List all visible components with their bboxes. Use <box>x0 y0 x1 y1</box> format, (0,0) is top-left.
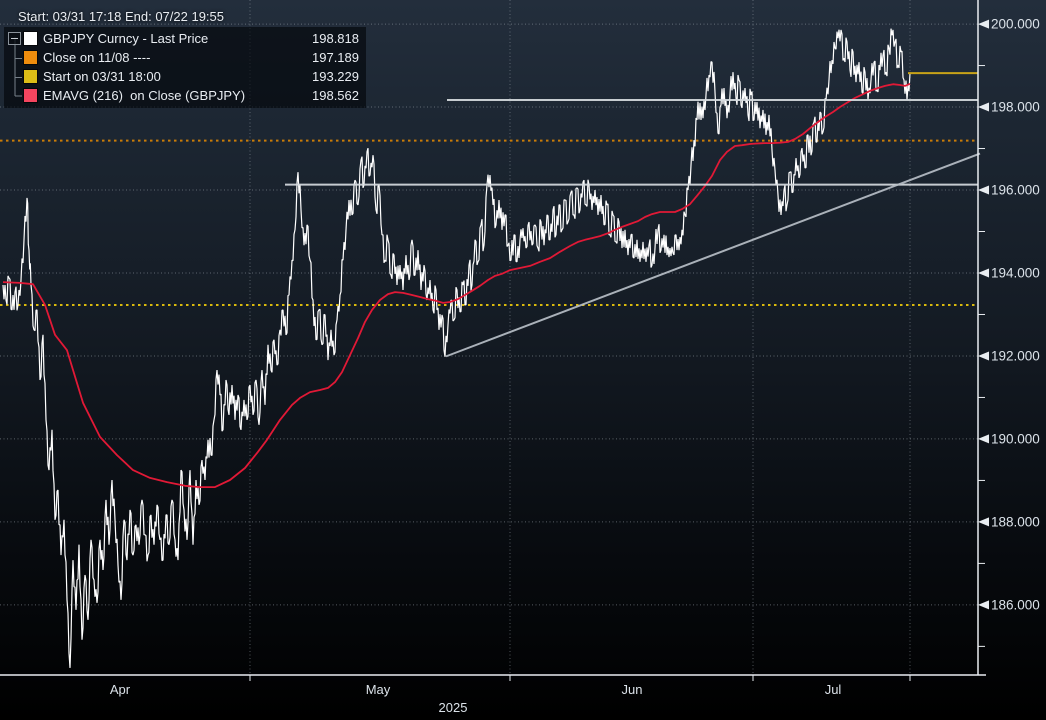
y-tick-arrow-icon <box>978 185 989 195</box>
y-axis-label: 194.000 <box>991 265 1040 280</box>
y-tick-arrow-icon <box>978 600 989 610</box>
y-axis-label: 192.000 <box>991 348 1040 363</box>
y-axis-label: 186.000 <box>991 597 1040 612</box>
y-tick-arrow-icon <box>978 102 989 112</box>
legend-value: 198.818 <box>312 31 359 46</box>
legend-item-emavg[interactable]: EMAVG (216) on Close (GBPJPY) 198.562 <box>4 86 366 105</box>
x-axis-month-label: Apr <box>110 682 131 697</box>
x-axis-month-label: Jun <box>622 682 643 697</box>
y-tick-arrow-icon <box>978 434 989 444</box>
series-emavg-line <box>2 82 911 488</box>
chart-legend: Start: 03/31 17:18 End: 07/22 19:55 GBPJ… <box>4 7 366 108</box>
y-axis-label: 198.000 <box>991 100 1040 115</box>
y-tick-arrow-icon <box>978 517 989 527</box>
rising-trendline-line <box>445 152 981 358</box>
legend-item-close-on-1108[interactable]: Close on 11/08 ---- 197.189 <box>4 48 366 67</box>
collapse-tree-icon[interactable] <box>8 32 21 45</box>
y-axis-label: 188.000 <box>991 514 1040 529</box>
legend-label: Start on 03/31 18:00 <box>43 69 161 84</box>
x-axis-month-label: Jul <box>825 682 842 697</box>
legend-label: Close on 11/08 ---- <box>43 50 151 65</box>
x-axis-year-label: 2025 <box>439 700 468 715</box>
chart-date-range: Start: 03/31 17:18 End: 07/22 19:55 <box>18 8 224 24</box>
y-axis-label: 196.000 <box>991 183 1040 198</box>
y-axis-label: 200.000 <box>991 17 1040 32</box>
y-tick-arrow-icon <box>978 351 989 361</box>
x-axis-month-label: May <box>366 682 391 697</box>
y-axis-label: 190.000 <box>991 431 1040 446</box>
y-tick-arrow-icon <box>978 19 989 29</box>
series-swatch-start <box>24 70 37 83</box>
y-tick-arrow-icon <box>978 268 989 278</box>
legend-label: EMAVG (216) on Close (GBPJPY) <box>43 88 246 103</box>
legend-value: 197.189 <box>312 50 359 65</box>
series-swatch-last-price <box>24 32 37 45</box>
series-swatch-close <box>24 51 37 64</box>
legend-item-start-on-0331[interactable]: Start on 03/31 18:00 193.229 <box>4 67 366 86</box>
legend-panel: GBPJPY Curncy - Last Price 198.818 Close… <box>4 27 366 108</box>
series-price-line <box>2 28 911 668</box>
legend-item-gbpjpy-last-price[interactable]: GBPJPY Curncy - Last Price 198.818 <box>4 29 366 48</box>
legend-value: 198.562 <box>312 88 359 103</box>
series-swatch-emavg <box>24 89 37 102</box>
legend-value: 193.229 <box>312 69 359 84</box>
legend-label: GBPJPY Curncy - Last Price <box>43 31 209 46</box>
